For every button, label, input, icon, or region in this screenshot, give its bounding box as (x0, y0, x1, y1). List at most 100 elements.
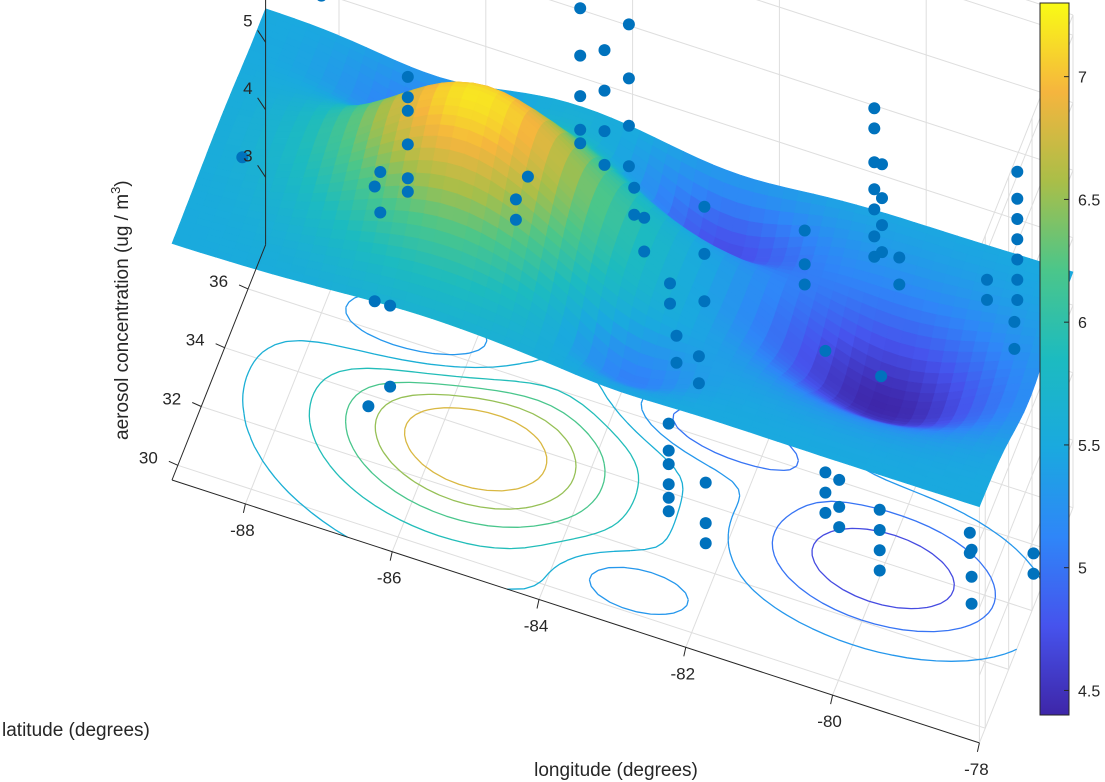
surface-patch (393, 211, 410, 225)
y-tick-label: 34 (186, 331, 205, 350)
surface-patch (274, 132, 291, 138)
scatter-point (663, 418, 675, 430)
scatter-point (966, 598, 978, 610)
surface-patch (935, 383, 952, 393)
surface-patch (997, 361, 1014, 370)
surface-patch (1007, 412, 1024, 417)
surface-patch (272, 178, 289, 186)
z-tick-label: 5 (243, 11, 252, 30)
scatter-point (623, 120, 635, 132)
surface-patch (775, 225, 792, 238)
surface-patch (267, 150, 284, 157)
surface-patch (275, 171, 292, 179)
surface-patch (270, 144, 287, 151)
scatter-point (664, 277, 676, 289)
surface-patch (988, 422, 1005, 426)
surface-patch (773, 237, 790, 248)
surface-patch (272, 138, 289, 144)
surface-patch (296, 194, 313, 202)
x-tick-label: -84 (524, 617, 549, 636)
surface-patch (287, 178, 304, 186)
scatter-point (981, 274, 993, 286)
scatter-point (599, 44, 611, 56)
surface-patch (291, 163, 308, 171)
surface-patch (925, 362, 942, 374)
surface-patch (430, 98, 447, 107)
surface-patch (904, 392, 921, 402)
contour-line (375, 394, 576, 509)
floor-gridline (539, 364, 633, 599)
colorbar-gradient (1040, 3, 1069, 715)
scatter-point (876, 246, 888, 258)
scatter-point (875, 370, 887, 382)
surface-patch (787, 237, 804, 248)
scatter-point (1008, 343, 1020, 355)
surface-patch (349, 210, 366, 221)
surface-patch (335, 211, 352, 221)
colorbar-tick-label: 5 (1078, 561, 1087, 578)
x-tick-label: -78 (964, 760, 989, 779)
x-tick-label: -86 (377, 569, 402, 588)
surface-patch (664, 371, 681, 380)
scatter-point (574, 124, 586, 136)
scatter-point (799, 225, 811, 237)
surface-patch (819, 227, 836, 238)
scatter-point (693, 350, 705, 362)
surface-patch (766, 196, 783, 212)
surface-patch (1005, 417, 1022, 422)
surface-patch (831, 238, 848, 249)
surface-patch (440, 114, 457, 126)
surface-patch (911, 359, 928, 373)
surface-patch (412, 186, 429, 201)
surface-patch (284, 111, 301, 117)
scatter-point (671, 330, 683, 342)
scatter-point (402, 138, 414, 150)
scatter-point (663, 445, 675, 457)
surface-patch (949, 317, 966, 330)
surface-patch (282, 193, 299, 201)
scatter-point (874, 544, 886, 556)
scatter-point (964, 527, 976, 539)
scatter-point (384, 381, 396, 393)
surface-patch (395, 198, 412, 211)
scatter-point (369, 295, 381, 307)
z-tick-label: 4 (243, 79, 252, 98)
scatter-point (599, 125, 611, 137)
scatter-point (1011, 166, 1023, 178)
colorbar-tick-label: 7 (1078, 70, 1087, 87)
surface-patch (756, 249, 773, 257)
x-tick-mark (977, 743, 979, 752)
surface-patch (1009, 407, 1026, 413)
floor-gridline (245, 269, 339, 504)
scatter-point (1028, 547, 1040, 559)
scatter-point (833, 521, 845, 533)
surface-patch (265, 157, 282, 164)
surface-patch (279, 121, 296, 127)
scatter-point (966, 544, 978, 556)
surface-patch (761, 224, 778, 238)
surface-patch (778, 212, 795, 226)
scatter-point (1011, 294, 1023, 306)
surface-patch (911, 415, 928, 420)
scatter-point (1011, 213, 1023, 225)
y-tick-mark (169, 461, 178, 465)
surface-patch (956, 352, 973, 363)
surface-patch (918, 393, 935, 402)
surface-patch (383, 186, 400, 199)
surface-patch (402, 160, 419, 173)
scatter-point (663, 505, 675, 517)
x-tick-mark (831, 695, 833, 704)
scatter-point (402, 71, 414, 83)
surface-patch (676, 379, 693, 385)
surface-patch (277, 126, 294, 132)
surface-patch (340, 190, 357, 201)
surface-patch (333, 220, 350, 230)
y-tick-label: 36 (209, 272, 228, 291)
x-tick-mark (684, 647, 686, 656)
surface-patch (923, 373, 940, 384)
scatter-point (574, 2, 586, 14)
scatter-point (819, 507, 831, 519)
surface-patch (423, 125, 440, 137)
colorbar-tick-label: 6 (1078, 315, 1087, 332)
